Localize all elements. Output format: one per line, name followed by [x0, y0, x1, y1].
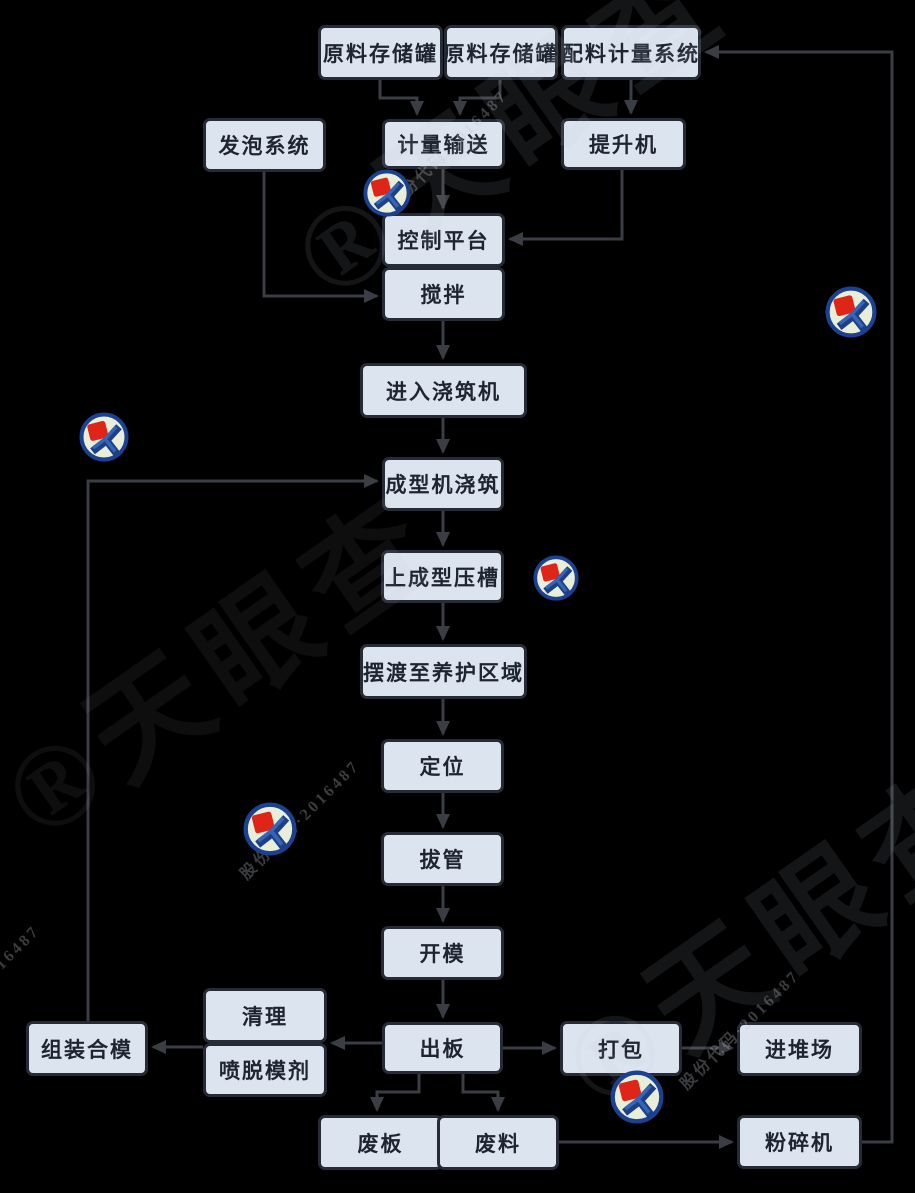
- tianyancha-logo-icon: [610, 1070, 664, 1124]
- tianyancha-logo-icon: [79, 412, 129, 462]
- tianyancha-logo-icon: [533, 555, 579, 601]
- node-tube-pulling: 拔管: [381, 832, 504, 886]
- flow-edge: [704, 45, 894, 1144]
- node-forming-press-groove: 上成型压槽: [381, 550, 504, 603]
- node-batching-metering-system: 配料计量系统: [561, 25, 701, 80]
- node-spray-release-agent: 喷脱模剂: [203, 1043, 327, 1097]
- node-packing: 打包: [560, 1021, 682, 1076]
- tianyancha-logo-icon: [243, 802, 297, 856]
- tianyancha-logo-icon: [825, 286, 877, 338]
- flow-edge: [86, 474, 379, 1021]
- node-mixing: 搅拌: [382, 267, 505, 321]
- node-enter-pouring-machine: 进入浇筑机: [360, 363, 527, 418]
- flow-edge: [508, 170, 624, 246]
- node-control-platform: 控制平台: [382, 213, 505, 267]
- node-into-stockyard: 进堆场: [737, 1022, 862, 1076]
- node-crusher: 粉碎机: [737, 1115, 862, 1169]
- node-raw-material-tank-2: 原料存储罐: [444, 25, 558, 80]
- node-elevator: 提升机: [561, 118, 686, 170]
- flow-edge: [370, 1074, 421, 1112]
- node-waste-board: 废板: [318, 1115, 443, 1170]
- node-foaming-system: 发泡系统: [203, 118, 326, 172]
- node-ferry-to-curing-area: 摆渡至养护区域: [360, 644, 527, 699]
- flow-edge: [262, 172, 379, 303]
- node-raw-material-tank-1: 原料存储罐: [318, 25, 443, 80]
- node-mold-opening: 开模: [381, 926, 504, 980]
- node-metering-conveying: 计量输送: [382, 119, 505, 169]
- tianyancha-logo-icon: [363, 169, 411, 217]
- node-assembly-mold-closing: 组装合模: [26, 1021, 148, 1076]
- flow-edge: [378, 80, 424, 116]
- flow-edge: [461, 1074, 505, 1112]
- flow-edge: [453, 80, 502, 116]
- node-positioning: 定位: [381, 739, 504, 793]
- node-cleaning: 清理: [203, 988, 327, 1043]
- node-board-output: 出板: [382, 1022, 503, 1074]
- node-forming-machine-pouring: 成型机浇筑: [382, 457, 504, 511]
- node-waste-material: 废料: [437, 1115, 559, 1170]
